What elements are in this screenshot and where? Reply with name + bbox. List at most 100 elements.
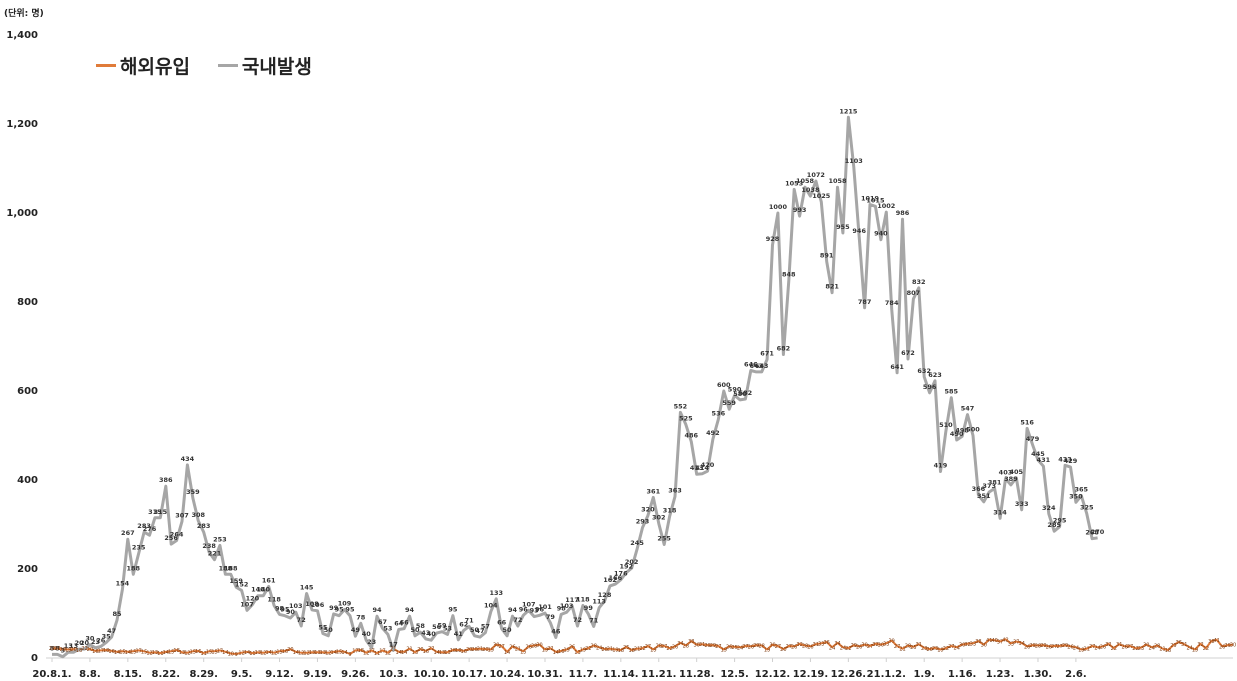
data-label-overseas: 27 [1089,644,1095,650]
data-label-overseas: 25 [731,645,737,651]
data-label-overseas: 13 [439,650,445,656]
y-tick-label: 400 [17,475,38,486]
data-label-domestic: 559 [722,399,736,407]
data-label-overseas: 20 [87,647,93,653]
data-label-overseas: 23 [932,646,938,652]
data-label-overseas: 15 [276,649,282,655]
data-label-domestic: 8 [55,644,60,652]
x-tick-label: 21.1.2. [867,669,906,680]
data-label-domestic: 373 [982,482,996,490]
data-label-overseas: 14 [266,650,272,656]
data-label-domestic: 308 [191,511,205,519]
data-label-domestic: 71 [589,616,599,624]
data-label-domestic: 315 [154,508,168,516]
data-label-domestic: 255 [657,535,671,543]
data-label-domestic: 1103 [845,157,863,165]
data-label-domestic: 429 [1064,457,1078,465]
data-label-overseas: 14 [244,650,250,656]
data-label-overseas: 12 [363,651,369,657]
data-label-domestic: 47 [475,627,484,635]
data-label-overseas: 26 [856,644,862,650]
data-label-domestic: 821 [825,283,839,291]
x-tick-label: 9.26. [341,669,369,680]
data-label-overseas: 30 [861,643,867,649]
data-label-overseas: 33 [883,641,889,647]
data-label-overseas: 22 [1203,646,1209,652]
data-label-domestic: 66 [497,619,507,627]
data-label-overseas: 12 [271,651,277,657]
data-label-domestic: 140 [256,586,270,594]
data-label-overseas: 32 [796,642,802,648]
data-label-overseas: 28 [683,644,689,650]
data-label-overseas: 31 [1116,642,1122,648]
data-label-domestic: 414 [695,464,709,472]
data-label-domestic: 295 [1053,517,1067,525]
data-label-domestic: 118 [267,595,281,603]
data-label-domestic: 50 [410,626,420,634]
data-label-overseas: 15 [141,649,147,655]
data-label-domestic: 13 [69,642,78,650]
data-label-domestic: 351 [977,492,991,500]
data-label-domestic: 1053 [785,179,803,187]
data-label-domestic: 283 [137,522,151,530]
data-label-domestic: 285 [1047,521,1061,529]
data-label-domestic: 152 [235,580,249,588]
data-label-overseas: 15 [168,649,174,655]
data-label-domestic: 3 [61,647,66,655]
data-label-domestic: 270 [1091,528,1105,536]
x-tick-label: 2.6. [1065,669,1087,680]
data-label-domestic: 128 [598,591,612,599]
data-label-overseas: 19 [563,648,569,654]
data-label-overseas: 13 [152,650,158,656]
data-label-domestic: 66 [400,619,410,627]
data-label-domestic: 302 [652,514,666,522]
data-label-domestic: 333 [1015,500,1029,508]
data-label-overseas: 15 [130,649,136,655]
data-label-overseas: 22 [943,646,949,652]
data-label-overseas: 16 [461,649,467,655]
data-label-overseas: 30 [693,643,699,649]
data-label-overseas: 18 [450,648,456,654]
data-label-overseas: 37 [1013,640,1019,646]
data-label-overseas: 20 [482,647,488,653]
data-label-overseas: 22 [845,646,851,652]
data-label-domestic: 403 [999,469,1013,477]
data-label-domestic: 78 [356,613,366,621]
data-label-overseas: 27 [894,644,900,650]
series-line-0 [52,638,1234,655]
data-label-overseas: 16 [108,649,114,655]
y-tick-label: 1,000 [6,208,38,219]
x-tick-label: 10.3. [379,669,407,680]
legend-item-domestic: 국내발생 [217,52,312,79]
data-label-domestic: 632 [917,367,931,375]
data-label-domestic: 433 [1058,455,1072,463]
data-label-overseas: 22 [547,646,553,652]
data-label-overseas: 28 [531,644,537,650]
data-label-overseas: 12 [146,651,152,657]
data-label-overseas: 33 [970,641,976,647]
data-label-overseas: 15 [211,649,217,655]
data-label-overseas: 19 [721,648,727,654]
data-label-overseas: 20 [70,647,76,653]
data-label-overseas: 30 [536,643,542,649]
x-tick-label: 11.28. [679,669,714,680]
data-label-domestic: 49 [351,626,361,634]
data-label-domestic: 72 [573,616,582,624]
data-label-overseas: 14 [433,650,439,656]
data-label-overseas: 22 [585,646,591,652]
data-label-domestic: 104 [484,602,498,610]
data-label-overseas: 19 [764,648,770,654]
data-label-overseas: 41 [986,638,992,644]
data-label-overseas: 40 [991,638,997,644]
data-label-domestic: 389 [1004,475,1018,483]
data-label-overseas: 39 [889,639,895,645]
data-label-overseas: 20 [417,647,423,653]
data-label-domestic: 1038 [801,186,820,194]
data-label-domestic: 72 [513,616,522,624]
data-label-overseas: 17 [217,648,223,654]
data-label-domestic: 17 [389,640,398,648]
x-tick-label: 10.24. [489,669,524,680]
data-label-domestic: 98 [557,604,567,612]
data-label-domestic: 67 [378,618,387,626]
